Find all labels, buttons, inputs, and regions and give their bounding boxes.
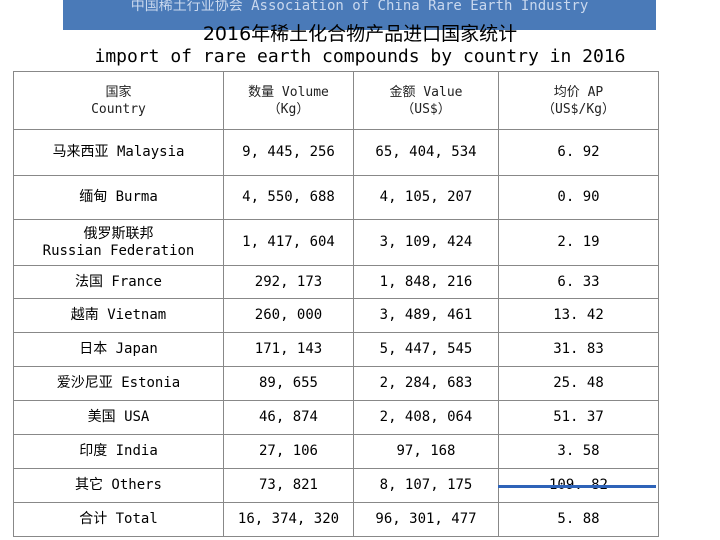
country-name-en: Russian Federation [42,242,195,259]
table-row: 马来西亚 Malaysia 9, 445, 256 65, 404, 534 6… [13,129,659,176]
header-volume: 数量 Volume （Kg） [223,71,354,130]
table-row: 越南 Vietnam 260, 000 3, 489, 461 13. 42 [13,298,659,333]
volume-cell: 1, 417, 604 [223,219,354,266]
table-row: 俄罗斯联邦 Russian Federation 1, 417, 604 3, … [13,219,659,266]
country-cell: 缅甸 Burma [13,175,224,220]
table-row: 法国 France 292, 173 1, 848, 216 6. 33 [13,265,659,299]
country-cell: 日本 Japan [13,332,224,367]
volume-cell: 27, 106 [223,434,354,469]
ap-cell: 2. 19 [498,219,659,266]
table-row: 缅甸 Burma 4, 550, 688 4, 105, 207 0. 90 [13,175,659,220]
value-cell: 1, 848, 216 [353,265,499,299]
volume-cell: 89, 655 [223,366,354,401]
value-cell: 65, 404, 534 [353,129,499,176]
header-country: 国家 Country [13,71,224,130]
ap-cell: 31. 83 [498,332,659,367]
header-ap-zh: 均价 AP [553,84,604,100]
value-cell: 3, 109, 424 [353,219,499,266]
volume-cell: 260, 000 [223,298,354,333]
value-cell: 5, 447, 545 [353,332,499,367]
header-ap-unit: （US$/Kg） [542,101,615,117]
country-cell: 美国 USA [13,400,224,435]
country-cell: 越南 Vietnam [13,298,224,333]
accent-line [498,485,656,488]
country-cell: 合计 Total [13,502,224,537]
volume-cell: 292, 173 [223,265,354,299]
page-title-english: import of rare earth compounds by countr… [94,46,626,67]
value-cell: 3, 489, 461 [353,298,499,333]
ap-cell: 3. 58 [498,434,659,469]
volume-cell: 46, 874 [223,400,354,435]
country-cell: 马来西亚 Malaysia [13,129,224,176]
volume-cell: 16, 374, 320 [223,502,354,537]
country-name-zh: 俄罗斯联邦 [83,225,154,242]
value-cell: 97, 168 [353,434,499,469]
header-value-unit: （US$） [401,101,451,117]
header-country-en: Country [91,101,146,117]
country-cell: 其它 Others [13,468,224,503]
header-value-zh: 金额 Value [389,84,463,100]
volume-cell: 73, 821 [223,468,354,503]
ap-cell: 25. 48 [498,366,659,401]
table-header-row: 国家 Country 数量 Volume （Kg） 金额 Value （US$）… [13,71,659,130]
value-cell: 8, 107, 175 [353,468,499,503]
volume-cell: 9, 445, 256 [223,129,354,176]
ap-cell: 0. 90 [498,175,659,220]
value-cell: 96, 301, 477 [353,502,499,537]
value-cell: 2, 408, 064 [353,400,499,435]
header-ap: 均价 AP （US$/Kg） [498,71,659,130]
header-country-zh: 国家 [105,84,132,100]
ap-cell: 6. 92 [498,129,659,176]
table-total-row: 合计 Total 16, 374, 320 96, 301, 477 5. 88 [13,502,659,537]
country-cell: 法国 France [13,265,224,299]
ap-cell: 5. 88 [498,502,659,537]
ap-cell: 51. 37 [498,400,659,435]
header-volume-unit: （Kg） [267,101,310,117]
country-cell: 爱沙尼亚 Estonia [13,366,224,401]
country-cell: 俄罗斯联邦 Russian Federation [13,219,224,266]
table-row: 爱沙尼亚 Estonia 89, 655 2, 284, 683 25. 48 [13,366,659,401]
banner-text: 中国稀土行业协会 Association of China Rare Earth… [130,0,589,14]
page-title-chinese: 2016年稀土化合物产品进口国家统计 [202,23,518,45]
table-row: 印度 India 27, 106 97, 168 3. 58 [13,434,659,469]
header-value: 金额 Value （US$） [353,71,499,130]
table-row: 美国 USA 46, 874 2, 408, 064 51. 37 [13,400,659,435]
import-table: 国家 Country 数量 Volume （Kg） 金额 Value （US$）… [13,71,659,537]
header-volume-zh: 数量 Volume [248,84,329,100]
volume-cell: 171, 143 [223,332,354,367]
volume-cell: 4, 550, 688 [223,175,354,220]
country-cell: 印度 India [13,434,224,469]
value-cell: 2, 284, 683 [353,366,499,401]
ap-cell: 13. 42 [498,298,659,333]
table-row: 日本 Japan 171, 143 5, 447, 545 31. 83 [13,332,659,367]
value-cell: 4, 105, 207 [353,175,499,220]
ap-cell: 6. 33 [498,265,659,299]
import-table-container: 国家 Country 数量 Volume （Kg） 金额 Value （US$）… [13,71,659,537]
header-banner: 中国稀土行业协会 Association of China Rare Earth… [63,0,656,30]
